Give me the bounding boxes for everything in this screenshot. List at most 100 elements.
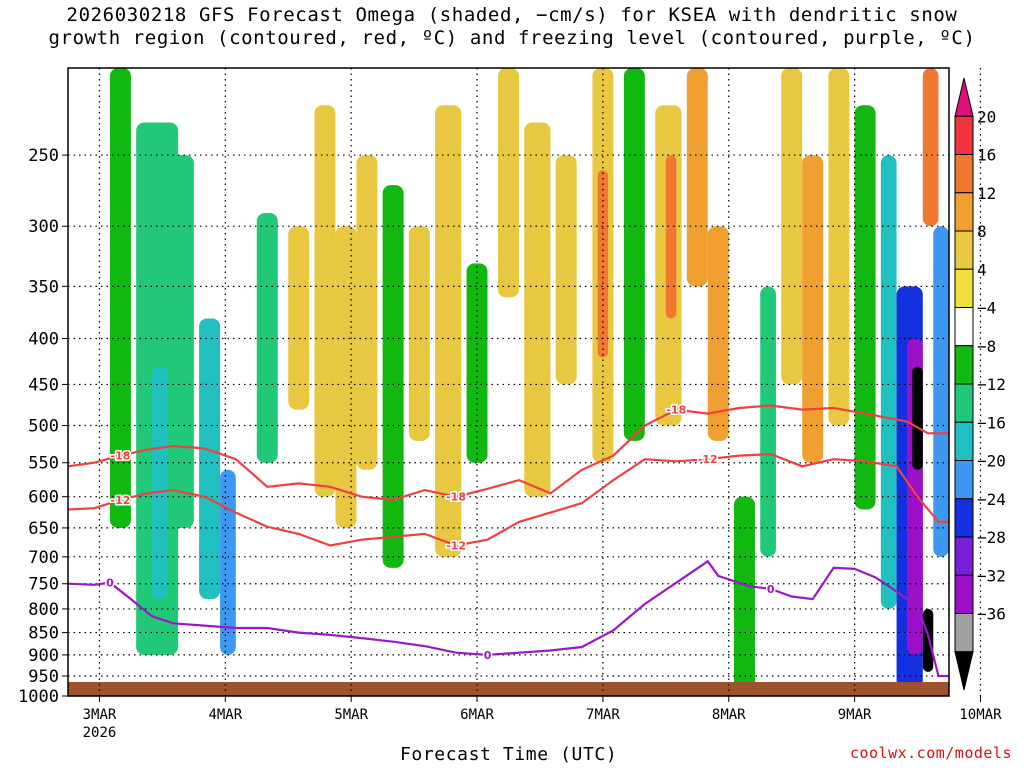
y-tick-label: 900	[28, 646, 59, 666]
colorbar-tick-label: −12	[977, 375, 1006, 394]
colorbar-tick-label: −28	[977, 528, 1006, 547]
y-tick-label: 500	[28, 417, 59, 437]
y-tick-label: 650	[28, 519, 59, 539]
contour-label: -12	[698, 453, 718, 466]
y-tick-label: 950	[28, 667, 59, 687]
omega-shaded-region	[802, 155, 824, 463]
omega-shaded-region	[760, 286, 776, 557]
colorbar-segment	[954, 498, 974, 538]
y-tick-label: 750	[28, 575, 59, 595]
omega-shaded-region	[382, 185, 404, 568]
y-tick-label: 300	[28, 217, 59, 237]
colorbar-segment	[954, 613, 974, 653]
y-tick-label: 1000	[18, 687, 59, 707]
omega-shaded-region	[109, 68, 131, 528]
omega-shaded-region	[707, 226, 729, 441]
colorbar-segment	[954, 345, 974, 385]
x-tick-label: 9MAR	[838, 707, 872, 723]
omega-shaded-region	[172, 155, 194, 528]
colorbar-tick-label: −4	[977, 299, 996, 318]
omega-shaded-region	[335, 226, 357, 528]
omega-shaded-region	[665, 155, 677, 319]
omega-shaded-region	[314, 105, 336, 497]
contour-line	[67, 452, 949, 547]
omega-shaded-region	[498, 68, 519, 298]
y-tick-label: 800	[28, 600, 59, 620]
omega-shaded-region	[922, 608, 934, 672]
colorbar-tick-label: 20	[977, 107, 996, 126]
y-tick-label: 550	[28, 454, 59, 474]
chart-title-line-1: 2026030218 GFS Forecast Omega (shaded, −…	[66, 4, 958, 26]
omega-shaded-region	[880, 155, 897, 609]
colorbar-segment	[954, 230, 974, 270]
contour-line	[67, 404, 949, 502]
site-credit: coolwx.com/models	[849, 744, 1012, 762]
colorbar-segment	[954, 307, 974, 347]
contour-label: -12	[111, 494, 131, 507]
omega-shaded-region	[151, 366, 168, 600]
omega-shaded-region	[686, 68, 708, 287]
omega-shaded-region	[912, 366, 923, 470]
y-tick-label: 850	[28, 624, 59, 644]
colorbar-tick-label: −20	[977, 452, 1006, 471]
omega-shaded-region	[356, 155, 378, 470]
colorbar-tick-label: 16	[977, 146, 996, 165]
colorbar-bottom-triangle	[954, 651, 974, 691]
contour-label: 0	[106, 577, 114, 590]
colorbar-segment	[954, 192, 974, 232]
colorbar-tick-label: 12	[977, 184, 996, 203]
colorbar-segment	[954, 460, 974, 500]
x-axis-title: Forecast Time (UTC)	[400, 744, 618, 765]
omega-shaded-region	[199, 318, 221, 600]
y-tick-label: 700	[28, 548, 59, 568]
surface-ground-band	[68, 682, 949, 696]
colorbar-segment	[954, 268, 974, 308]
colorbar-segment	[954, 536, 974, 576]
x-tick-label: 4MAR	[208, 707, 242, 723]
omega-shaded-region	[408, 226, 430, 441]
omega-shaded-region	[597, 170, 609, 358]
omega-shaded-region	[466, 263, 488, 463]
contour-label: 0	[484, 649, 492, 662]
colorbar-segment	[954, 383, 974, 423]
contour-line	[67, 559, 949, 678]
omega-shaded-region	[256, 212, 278, 463]
colorbar-segment	[954, 115, 974, 155]
omega-shaded-region	[733, 496, 755, 693]
colorbar-segment	[954, 421, 974, 461]
omega-shaded-region	[555, 155, 577, 385]
y-tick-label: 250	[28, 146, 59, 166]
omega-shaded-region	[524, 122, 551, 497]
omega-shaded-region	[220, 469, 236, 655]
chart-title-line-2: growth region (contoured, red, ºC) and f…	[48, 27, 976, 49]
colorbar-tick-label: 4	[977, 260, 987, 279]
omega-shaded-region	[933, 226, 949, 557]
omega-shaded-region	[623, 68, 645, 441]
contour-label: -18	[111, 450, 131, 463]
colorbar-tick-label: −16	[977, 413, 1006, 432]
omega-shaded-region	[922, 68, 939, 227]
colorbar-tick-label: 8	[977, 222, 987, 241]
contour-label: 0	[767, 583, 775, 596]
x-year-label: 2026	[83, 725, 117, 741]
omega-shaded-region	[781, 68, 803, 385]
x-tick-label: 3MAR	[83, 707, 117, 723]
colorbar-segment	[954, 574, 974, 614]
y-tick-label: 400	[28, 329, 59, 349]
omega-shaded-region	[828, 68, 850, 426]
x-tick-label: 5MAR	[334, 707, 368, 723]
omega-shaded-region	[288, 226, 310, 410]
colorbar-tick-label: −32	[977, 566, 1006, 585]
colorbar-segment	[954, 154, 974, 194]
x-tick-label: 8MAR	[712, 707, 746, 723]
x-tick-label: 7MAR	[586, 707, 620, 723]
y-tick-label: 600	[28, 488, 59, 508]
colorbar-tick-label: −8	[977, 337, 996, 356]
plot-frame	[67, 67, 950, 697]
contour-label: -18	[446, 491, 466, 504]
y-tick-label: 450	[28, 375, 59, 395]
x-tick-label: 10MAR	[959, 707, 1002, 723]
omega-shaded-region	[854, 105, 876, 510]
colorbar-tick-label: −36	[977, 605, 1006, 624]
